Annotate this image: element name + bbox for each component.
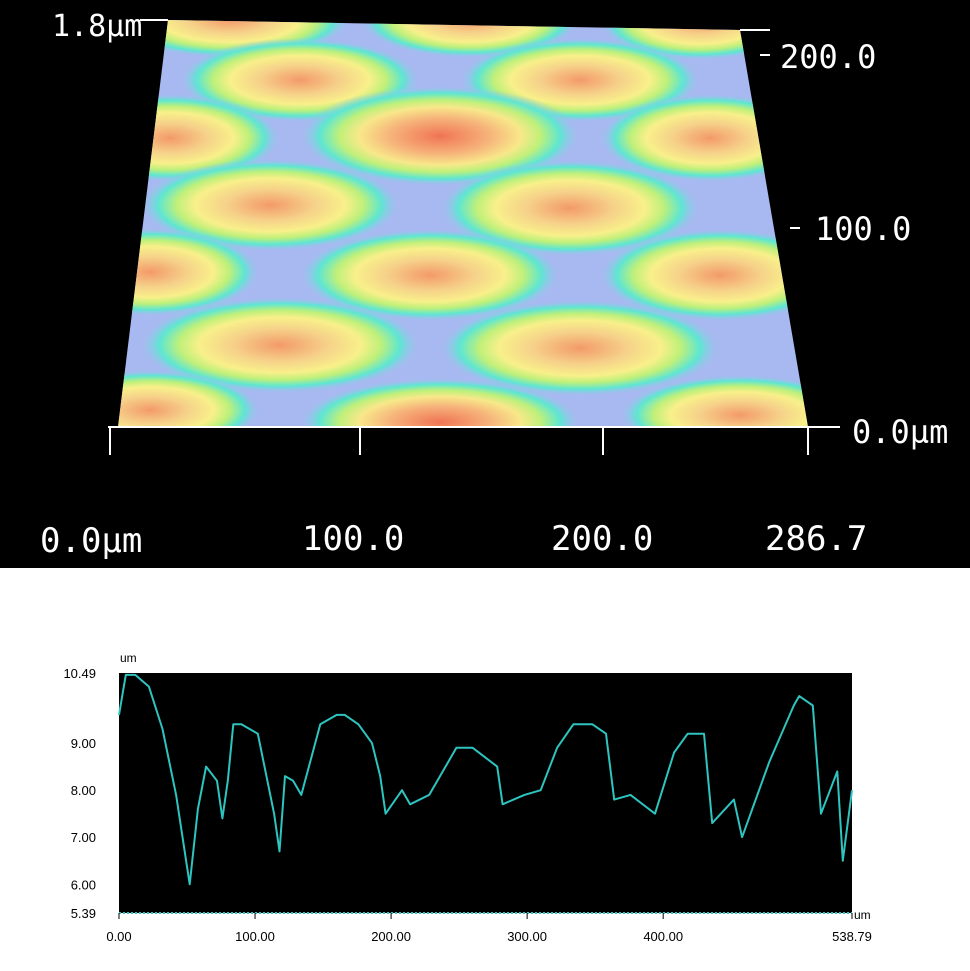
y-tick-label: 6.00	[71, 877, 96, 892]
x-axis: 0.00 100.00 200.00 300.00 400.00 538.79	[106, 913, 872, 944]
x-tick-label: 400.00	[643, 929, 683, 944]
line-profile-chart: 10.49 9.00 8.00 7.00 6.00 5.39 0.00 100.00 200.…	[0, 640, 970, 971]
profile-series-line	[118, 673, 853, 886]
x-tick-label: 286.7	[765, 519, 867, 559]
x-tick-label: 0.00	[106, 929, 131, 944]
y-tick-label: 7.00	[71, 830, 96, 845]
x-tick-label: 200.00	[371, 929, 411, 944]
y-tick-label: 200.0	[780, 38, 876, 76]
y-tick-label: 9.00	[71, 736, 96, 751]
profile-svg: 10.49 9.00 8.00 7.00 6.00 5.39 0.00 100.00 200.…	[63, 651, 872, 944]
y-unit-label: um	[120, 651, 137, 665]
x-tick-label: 100.0	[302, 519, 404, 559]
x-tick-label: 200.0	[551, 519, 653, 559]
y-tick-label: 8.00	[71, 783, 96, 798]
y-tick-label: 5.39	[71, 906, 96, 921]
x-tick-label: 0.0µm	[40, 521, 142, 561]
y-tick-label: 10.49	[63, 666, 96, 681]
y-tick-label: 100.0	[815, 210, 911, 248]
x-tick-label: 538.79	[832, 929, 872, 944]
y-axis: 10.49 9.00 8.00 7.00 6.00 5.39	[63, 666, 96, 921]
afm-surface-plot: 1.8µm 200.0 100.0 0.0µm 0.0µm 100.0 200.…	[40, 9, 948, 561]
plot-area	[119, 673, 852, 913]
surface-bumps	[118, 20, 808, 427]
afm-3d-view: 1.8µm 200.0 100.0 0.0µm 0.0µm 100.0 200.…	[0, 0, 970, 568]
x-unit-label: um	[854, 908, 871, 922]
x-tick-label: 300.00	[507, 929, 547, 944]
z-max-label: 1.8µm	[52, 9, 142, 44]
x-tick-label: 100.00	[235, 929, 275, 944]
y-tick-label: 0.0µm	[852, 413, 948, 451]
